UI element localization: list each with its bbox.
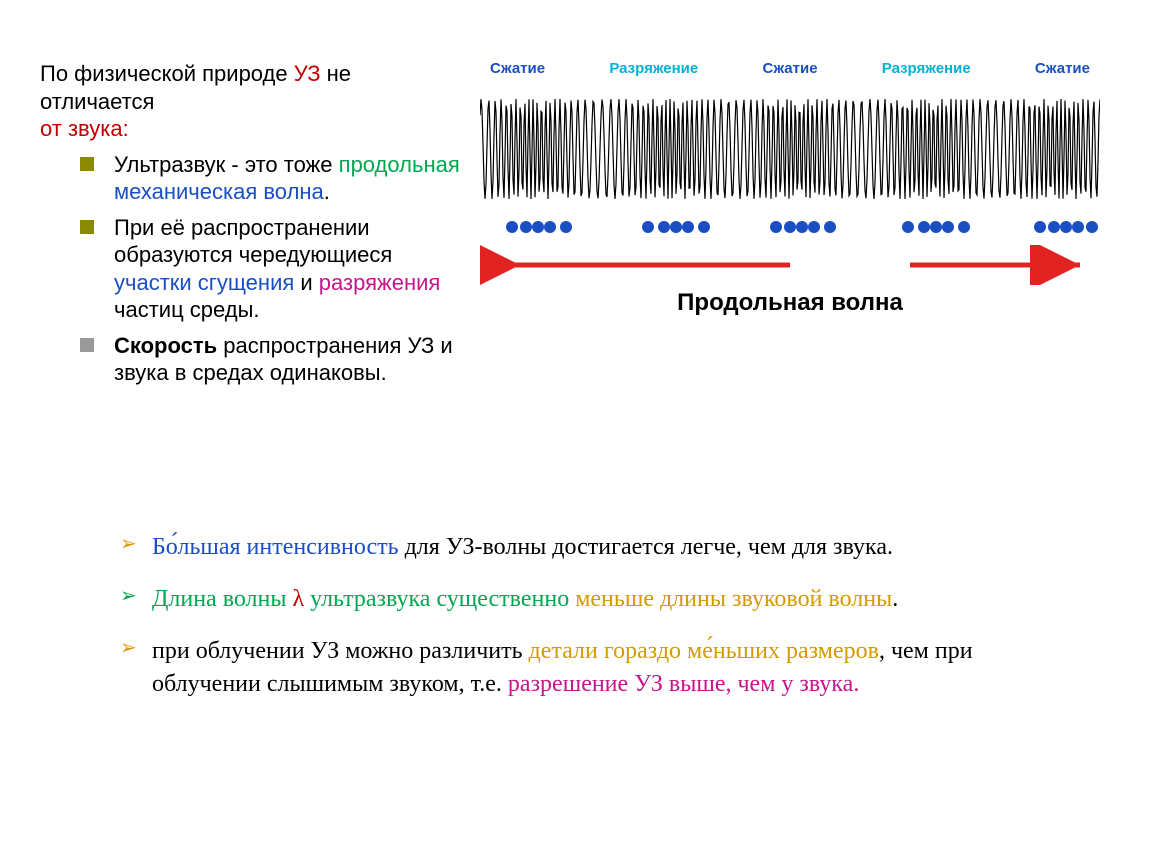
particle-dot xyxy=(942,221,954,233)
particle-dot xyxy=(506,221,518,233)
particle-dot xyxy=(824,221,836,233)
b1-t3: механическая волна xyxy=(114,179,324,204)
particle-dots-row xyxy=(480,215,1100,239)
particle-dot xyxy=(1060,221,1072,233)
lp2-s4: меньше длины звуковой волны xyxy=(575,586,892,612)
lower-point: при облучении УЗ можно различить детали … xyxy=(120,625,1050,710)
intro-part1: По физической природе xyxy=(40,61,294,86)
arrows-svg xyxy=(480,245,1100,285)
bullet-item: Скорость распространения УЗ и звука в ср… xyxy=(80,328,470,391)
lp3-s2: детали гораздо ме́ньших размеров xyxy=(529,638,879,664)
particle-dot xyxy=(808,221,820,233)
top-row: По физической природе УЗ не отличается о… xyxy=(40,60,1110,391)
bullet-item: Ультразвук - это тоже продольная механич… xyxy=(80,147,470,210)
diagram-column: Сжатие Разряжение Сжатие Разряжение Сжат… xyxy=(470,60,1110,391)
intro-uz: УЗ xyxy=(294,61,321,86)
particle-dot xyxy=(682,221,694,233)
lower-point: Бо́льшая интенсивность для УЗ-волны дост… xyxy=(120,521,1050,573)
particle-dot xyxy=(1048,221,1060,233)
b2-t1: При её распространении образуются череду… xyxy=(114,215,392,268)
lp3-s4: разрешение УЗ выше, чем у звука. xyxy=(508,671,859,697)
lower-points-block: Бо́льшая интенсивность для УЗ-волны дост… xyxy=(40,521,1110,711)
wave-label: Сжатие xyxy=(1035,60,1090,77)
square-bullet-list: Ультразвук - это тоже продольная механич… xyxy=(80,147,470,391)
particle-dot xyxy=(770,221,782,233)
wave-label: Сжатие xyxy=(490,60,545,77)
b1-t1: Ультразвук - это тоже xyxy=(114,152,339,177)
chevron-list: Бо́льшая интенсивность для УЗ-волны дост… xyxy=(120,521,1050,711)
b1-t4: . xyxy=(324,179,330,204)
lp1-s2: для УЗ-волны достигается легче, чем для … xyxy=(399,534,893,560)
wave-top-labels: Сжатие Разряжение Сжатие Разряжение Сжат… xyxy=(480,60,1100,79)
particle-dot xyxy=(930,221,942,233)
intro-column: По физической природе УЗ не отличается о… xyxy=(40,60,470,391)
particle-dot xyxy=(1086,221,1098,233)
particle-dot xyxy=(642,221,654,233)
lp2-s3: ультразвука существенно xyxy=(304,586,575,612)
particle-dot xyxy=(958,221,970,233)
bullet-item: При её распространении образуются череду… xyxy=(80,210,470,328)
intro-part3: от звука: xyxy=(40,116,129,141)
particle-dot xyxy=(1072,221,1084,233)
b2-t3: и xyxy=(294,270,319,295)
particle-dot xyxy=(796,221,808,233)
b2-t4: разряжения xyxy=(319,270,441,295)
b3-t1: Скорость xyxy=(114,333,217,358)
lp2-s1: Длина волны xyxy=(152,586,292,612)
lp2-s2: λ xyxy=(292,586,304,612)
particle-dot xyxy=(1034,221,1046,233)
diagram-caption: Продольная волна xyxy=(480,289,1100,317)
slide: По физической природе УЗ не отличается о… xyxy=(0,0,1150,864)
particle-dot xyxy=(698,221,710,233)
b2-t2: участки сгущения xyxy=(114,270,294,295)
particle-dot xyxy=(560,221,572,233)
particle-dot xyxy=(532,221,544,233)
particle-dot xyxy=(544,221,556,233)
arrows-row xyxy=(480,245,1100,285)
particle-dot xyxy=(902,221,914,233)
particle-dot xyxy=(658,221,670,233)
wave-label: Разряжение xyxy=(609,60,698,77)
lower-point: Длина волны λ ультразвука существенно ме… xyxy=(120,573,1050,625)
lp1-s1: Бо́льшая интенсивность xyxy=(152,534,399,560)
particle-dot xyxy=(520,221,532,233)
lp2-s5: . xyxy=(892,586,898,612)
lp3-s1: при облучении УЗ можно различить xyxy=(152,638,529,664)
b2-t5: частиц среды. xyxy=(114,297,260,322)
particle-dot xyxy=(784,221,796,233)
particle-dot xyxy=(918,221,930,233)
wave-svg xyxy=(480,79,1100,219)
intro-text: По физической природе УЗ не отличается о… xyxy=(40,60,470,143)
wave-diagram: Сжатие Разряжение Сжатие Разряжение Сжат… xyxy=(480,60,1100,317)
wave-label: Разряжение xyxy=(882,60,971,77)
wave-label: Сжатие xyxy=(762,60,817,77)
b1-t2: продольная xyxy=(339,152,460,177)
particle-dot xyxy=(670,221,682,233)
